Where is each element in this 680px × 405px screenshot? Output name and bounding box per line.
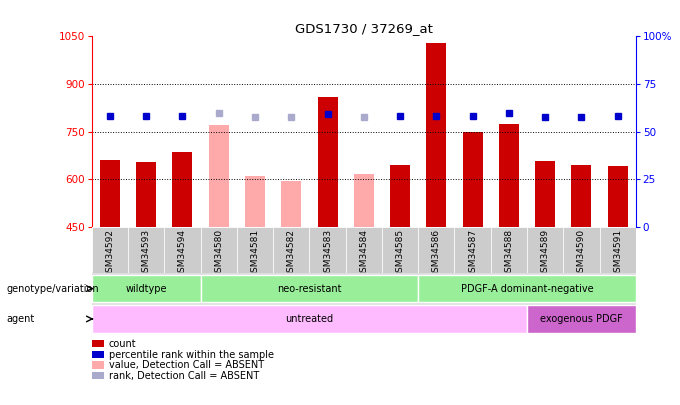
Text: GSM34593: GSM34593 — [141, 229, 151, 278]
Text: GSM34581: GSM34581 — [250, 229, 260, 278]
Text: GSM34585: GSM34585 — [396, 229, 405, 278]
Bar — [173, 152, 192, 227]
Bar — [418, 275, 636, 302]
Bar — [527, 227, 563, 273]
Bar — [136, 162, 156, 227]
Text: GSM34592: GSM34592 — [105, 229, 114, 278]
Text: GSM34589: GSM34589 — [541, 229, 549, 278]
Text: GSM34584: GSM34584 — [359, 229, 369, 278]
Bar — [418, 227, 454, 273]
Text: GSM34594: GSM34594 — [178, 229, 187, 278]
Text: GSM34591: GSM34591 — [613, 229, 622, 278]
Text: GSM34582: GSM34582 — [287, 229, 296, 278]
Bar — [273, 227, 309, 273]
Bar — [92, 227, 128, 273]
Bar — [128, 227, 165, 273]
Bar — [382, 227, 418, 273]
Text: GSM34587: GSM34587 — [468, 229, 477, 278]
Bar — [209, 125, 228, 227]
Text: GSM34586: GSM34586 — [432, 229, 441, 278]
Bar — [237, 227, 273, 273]
Bar — [608, 166, 628, 227]
Bar — [491, 227, 527, 273]
Title: GDS1730 / 37269_at: GDS1730 / 37269_at — [295, 22, 432, 35]
Text: count: count — [109, 339, 137, 349]
Bar — [454, 227, 491, 273]
Text: exogenous PDGF: exogenous PDGF — [540, 314, 623, 324]
Bar — [309, 227, 345, 273]
Bar — [318, 97, 337, 227]
Text: untreated: untreated — [286, 314, 333, 324]
Bar — [345, 227, 382, 273]
Bar — [571, 165, 592, 227]
Text: GSM34583: GSM34583 — [323, 229, 332, 278]
Text: neo-resistant: neo-resistant — [277, 284, 341, 294]
Text: agent: agent — [7, 314, 35, 324]
Text: GSM34580: GSM34580 — [214, 229, 223, 278]
Bar — [92, 275, 201, 302]
Bar — [354, 175, 374, 227]
Bar — [462, 132, 483, 227]
Bar — [201, 227, 237, 273]
Bar — [165, 227, 201, 273]
Bar — [100, 160, 120, 227]
Bar — [245, 176, 265, 227]
Bar — [527, 305, 636, 333]
Bar — [201, 275, 418, 302]
Text: GSM34588: GSM34588 — [505, 229, 513, 278]
Bar — [282, 181, 301, 227]
Bar — [535, 161, 555, 227]
Bar — [563, 227, 600, 273]
Bar — [92, 305, 527, 333]
Text: rank, Detection Call = ABSENT: rank, Detection Call = ABSENT — [109, 371, 259, 381]
Text: GSM34590: GSM34590 — [577, 229, 586, 278]
Bar — [426, 43, 446, 227]
Text: percentile rank within the sample: percentile rank within the sample — [109, 350, 274, 360]
Bar — [600, 227, 636, 273]
Bar — [390, 165, 410, 227]
Text: value, Detection Call = ABSENT: value, Detection Call = ABSENT — [109, 360, 264, 370]
Text: PDGF-A dominant-negative: PDGF-A dominant-negative — [460, 284, 594, 294]
Text: genotype/variation: genotype/variation — [7, 284, 99, 294]
Text: wildtype: wildtype — [125, 284, 167, 294]
Bar — [499, 124, 519, 227]
